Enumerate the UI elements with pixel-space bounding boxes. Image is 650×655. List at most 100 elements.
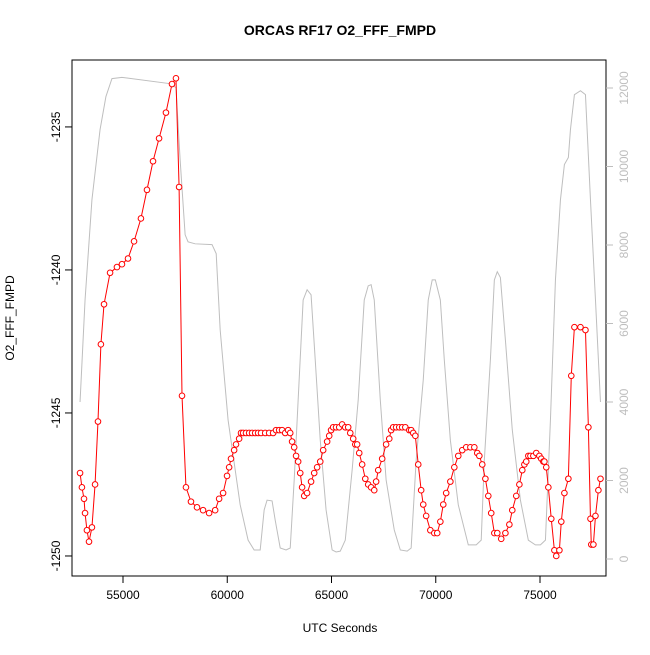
- data-point: [235, 435, 243, 443]
- data-point: [106, 269, 114, 277]
- data-point: [83, 526, 91, 534]
- data-point: [162, 109, 170, 116]
- data-point: [97, 341, 105, 348]
- data-point: [571, 323, 578, 331]
- data-point: [508, 506, 516, 514]
- y-tick-label: -1245: [49, 397, 63, 428]
- data-point: [325, 432, 333, 440]
- data-point: [419, 501, 427, 508]
- data-point: [346, 429, 354, 437]
- data-point: [577, 323, 584, 331]
- data-point: [310, 469, 318, 477]
- data-point: [587, 515, 594, 523]
- data-point: [447, 478, 454, 485]
- data-point: [518, 466, 526, 474]
- y-tick-label: -1235: [49, 111, 63, 142]
- data-point: [542, 464, 550, 471]
- data-point: [149, 157, 157, 165]
- data-point: [215, 495, 223, 503]
- data-point: [175, 183, 183, 191]
- data-point: [155, 135, 163, 142]
- data-point: [211, 506, 219, 514]
- data-point: [442, 489, 450, 497]
- data-point: [471, 443, 478, 451]
- data-point: [512, 492, 520, 500]
- data-point: [85, 538, 93, 545]
- y-tick-label: -1240: [49, 254, 63, 285]
- x-tick-label: 75000: [523, 588, 557, 602]
- data-point: [143, 186, 151, 194]
- x-tick-label: 60000: [211, 588, 245, 602]
- data-point: [225, 464, 233, 471]
- data-point: [193, 504, 201, 511]
- data-point: [232, 441, 240, 448]
- data-point: [454, 452, 462, 460]
- data-point: [81, 509, 89, 517]
- data-point: [219, 489, 227, 497]
- series-line: [79, 76, 601, 553]
- data-point: [313, 464, 321, 471]
- data-point: [137, 215, 145, 222]
- data-point: [439, 501, 447, 508]
- data-point: [382, 441, 390, 448]
- data-point: [290, 443, 298, 451]
- data-point: [592, 512, 599, 520]
- data-point: [484, 492, 492, 500]
- data-point: [516, 481, 523, 488]
- data-point: [76, 469, 84, 477]
- data-point: [286, 429, 294, 437]
- data-point: [182, 484, 190, 491]
- y2-tick-label: 8000: [617, 231, 631, 258]
- data-point: [370, 486, 378, 494]
- data-point: [118, 260, 126, 268]
- data-point: [100, 300, 108, 308]
- data-point: [545, 484, 552, 491]
- data-point: [422, 512, 430, 520]
- data-point: [414, 461, 422, 468]
- x-tick-label: 55000: [106, 588, 140, 602]
- data-point: [113, 263, 121, 271]
- data-point: [567, 372, 575, 380]
- data-point: [172, 75, 180, 82]
- data-point: [199, 506, 207, 514]
- data-point: [556, 546, 563, 554]
- data-point: [552, 552, 560, 560]
- data-point: [585, 423, 592, 431]
- data-point: [547, 515, 555, 523]
- data-point: [451, 464, 458, 471]
- data-point: [94, 418, 102, 425]
- data-point: [361, 475, 369, 483]
- data-point: [353, 441, 361, 448]
- data-point: [417, 486, 425, 494]
- data-point: [91, 481, 99, 488]
- plot-box: [71, 59, 607, 577]
- data-point: [506, 521, 513, 528]
- data-point: [433, 529, 441, 537]
- data-point: [358, 461, 366, 468]
- data-point: [288, 438, 296, 445]
- chart-title: ORCAS RF17 O2_FFF_FMPD: [244, 22, 436, 38]
- data-point: [178, 392, 186, 400]
- data-point: [557, 518, 565, 525]
- data-point: [476, 452, 483, 460]
- data-point: [374, 466, 382, 474]
- data-point: [582, 326, 589, 334]
- x-axis-label: UTC Seconds: [303, 621, 378, 635]
- data-point: [130, 238, 138, 245]
- data-point: [88, 524, 96, 531]
- data-point: [230, 446, 238, 454]
- data-point: [292, 452, 300, 460]
- y2-tick-label: 10000: [617, 149, 631, 183]
- data-point: [437, 518, 444, 525]
- y-tick-label: -1250: [49, 540, 63, 571]
- y2-tick-label: 2000: [617, 467, 631, 494]
- data-point: [298, 484, 306, 491]
- y2-tick-label: 0: [617, 555, 631, 562]
- data-point: [565, 475, 572, 483]
- data-point: [294, 458, 302, 465]
- data-point: [319, 446, 327, 454]
- data-point: [482, 475, 489, 483]
- data-point: [412, 432, 419, 440]
